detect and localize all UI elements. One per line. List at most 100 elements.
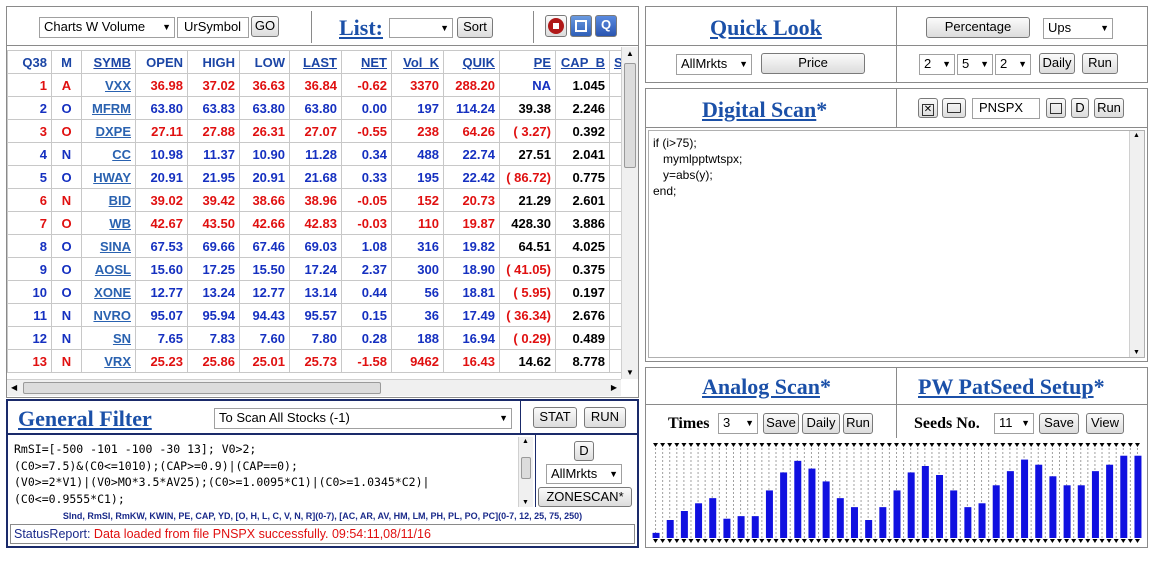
handle-bottom-icon[interactable]	[1028, 539, 1034, 543]
col-header-q38[interactable]: Q38	[7, 50, 52, 74]
pattern-bar[interactable]	[709, 498, 717, 538]
handle-bottom-icon[interactable]	[709, 539, 715, 543]
col-header-open[interactable]: OPEN	[135, 50, 188, 74]
scroll-up-icon[interactable]: ▲	[1133, 132, 1140, 139]
table-row[interactable]: 5 O HWAY 20.91 21.95 20.91 21.68 0.33 195 22.42( …	[7, 165, 628, 189]
table-horizontal-scrollbar[interactable]: ◀ ▶	[7, 379, 621, 396]
col-header-pe[interactable]: PE	[499, 50, 556, 74]
handle-top-icon[interactable]	[1000, 443, 1006, 447]
pw-patseed-title[interactable]: PW PatSeed Setup*	[918, 374, 1105, 400]
handle-top-icon[interactable]	[1106, 443, 1112, 447]
handle-bottom-icon[interactable]	[1071, 539, 1077, 543]
handle-top-icon[interactable]	[1014, 443, 1020, 447]
digital-scan-scrollbar[interactable]: ▲ ▼	[1129, 131, 1144, 357]
pattern-bar[interactable]	[765, 490, 773, 538]
symbol-link[interactable]: WB	[81, 211, 136, 235]
pattern-bar[interactable]	[936, 475, 944, 538]
handle-top-icon[interactable]	[993, 443, 999, 447]
scroll-up-icon[interactable]: ▲	[522, 438, 529, 445]
stop-button[interactable]	[545, 15, 567, 37]
handle-bottom-icon[interactable]	[943, 539, 949, 543]
handle-bottom-icon[interactable]	[653, 539, 659, 543]
table-row[interactable]: 3 O DXPE 27.11 27.88 26.31 27.07 -0.55 238 64.26(…	[7, 119, 628, 143]
seeds-view-button[interactable]: View	[1086, 413, 1124, 434]
handle-bottom-icon[interactable]	[674, 539, 680, 543]
table-row[interactable]: 13 N VRX 25.23 25.86 25.01 25.73 -1.58 9462 16.43…	[7, 349, 628, 373]
handle-bottom-icon[interactable]	[1049, 539, 1055, 543]
symbol-link[interactable]: AOSL	[81, 257, 136, 281]
symbol-link[interactable]: VXX	[81, 73, 136, 97]
handle-bottom-icon[interactable]	[794, 539, 800, 543]
settings-button[interactable]	[570, 15, 592, 37]
open-folder-button[interactable]	[942, 98, 966, 118]
col-header-high[interactable]: HIGH	[187, 50, 240, 74]
run-button[interactable]: RUN	[584, 407, 626, 428]
quick-look-market-select[interactable]: AllMrkts ▼	[676, 54, 752, 75]
pattern-bar[interactable]	[850, 507, 858, 538]
col-header-last[interactable]: LAST	[289, 50, 342, 74]
handle-top-icon[interactable]	[1113, 443, 1119, 447]
handle-bottom-icon[interactable]	[851, 539, 857, 543]
handle-top-icon[interactable]	[950, 443, 956, 447]
handle-top-icon[interactable]	[823, 443, 829, 447]
pattern-bar[interactable]	[907, 472, 915, 538]
handle-bottom-icon[interactable]	[1127, 539, 1133, 543]
handle-bottom-icon[interactable]	[766, 539, 772, 543]
handle-top-icon[interactable]	[1057, 443, 1062, 447]
handle-bottom-icon[interactable]	[688, 539, 694, 543]
handle-bottom-icon[interactable]	[979, 539, 985, 543]
handle-top-icon[interactable]	[695, 443, 701, 447]
handle-bottom-icon[interactable]	[787, 539, 793, 543]
symbol-link[interactable]: SN	[81, 326, 136, 350]
handle-bottom-icon[interactable]	[801, 539, 807, 543]
pattern-bar[interactable]	[737, 516, 745, 538]
symbol-input[interactable]: UrSymbol	[177, 17, 249, 38]
d-button[interactable]: D	[574, 441, 594, 461]
handle-top-icon[interactable]	[908, 443, 914, 447]
col-header-quik[interactable]: QUIK	[443, 50, 500, 74]
table-vertical-scrollbar[interactable]: ▲ ▼	[621, 47, 638, 379]
new-file-button[interactable]	[1046, 98, 1066, 118]
col-header-m[interactable]: M	[51, 50, 82, 74]
handle-bottom-icon[interactable]	[660, 539, 666, 543]
handle-bottom-icon[interactable]	[986, 539, 992, 543]
filter-market-select[interactable]: AllMrkts ▼	[546, 464, 622, 484]
handle-bottom-icon[interactable]	[723, 539, 729, 543]
handle-bottom-icon[interactable]	[752, 539, 758, 543]
handle-bottom-icon[interactable]	[773, 539, 779, 543]
handle-top-icon[interactable]	[794, 443, 800, 447]
pattern-bar[interactable]	[808, 468, 816, 538]
handle-bottom-icon[interactable]	[702, 539, 708, 543]
pattern-bar[interactable]	[1063, 485, 1071, 538]
handle-bottom-icon[interactable]	[844, 539, 850, 543]
handle-bottom-icon[interactable]	[731, 539, 736, 543]
handle-top-icon[interactable]	[872, 443, 878, 447]
table-row[interactable]: 8 O SINA 67.53 69.66 67.46 69.03 1.08 316 19.82 64…	[7, 234, 628, 258]
table-row[interactable]: 6 N BID 39.02 39.42 38.66 38.96 -0.05 152 20.73 21…	[7, 188, 628, 212]
handle-top-icon[interactable]	[844, 443, 850, 447]
pattern-bar[interactable]	[921, 466, 929, 538]
handle-bottom-icon[interactable]	[823, 539, 829, 543]
handle-top-icon[interactable]	[879, 443, 885, 447]
symbol-link[interactable]: MFRM	[81, 96, 136, 120]
handle-top-icon[interactable]	[964, 443, 970, 447]
scroll-right-icon[interactable]: ▶	[610, 383, 617, 392]
scan-scope-select[interactable]: To Scan All Stocks (-1) ▼	[214, 408, 512, 429]
analog-save-button[interactable]: Save	[763, 413, 799, 434]
handle-bottom-icon[interactable]	[830, 539, 836, 543]
scroll-down-icon[interactable]: ▼	[626, 368, 634, 377]
handle-bottom-icon[interactable]	[837, 539, 843, 543]
seeds-select[interactable]: 11 ▼	[994, 413, 1034, 434]
handle-top-icon[interactable]	[681, 443, 687, 447]
analog-daily-button[interactable]: Daily	[802, 413, 840, 434]
handle-bottom-icon[interactable]	[950, 539, 956, 543]
pattern-bar[interactable]	[1021, 459, 1029, 538]
handle-bottom-icon[interactable]	[865, 539, 871, 543]
zonescan-button[interactable]: ZONESCAN*	[538, 487, 632, 507]
handle-bottom-icon[interactable]	[1035, 539, 1041, 543]
table-vertical-thumb[interactable]	[624, 63, 636, 168]
pattern-bar[interactable]	[695, 503, 703, 538]
pattern-bar[interactable]	[751, 516, 759, 538]
handle-top-icon[interactable]	[660, 443, 666, 447]
general-filter-title[interactable]: General Filter	[18, 406, 152, 431]
